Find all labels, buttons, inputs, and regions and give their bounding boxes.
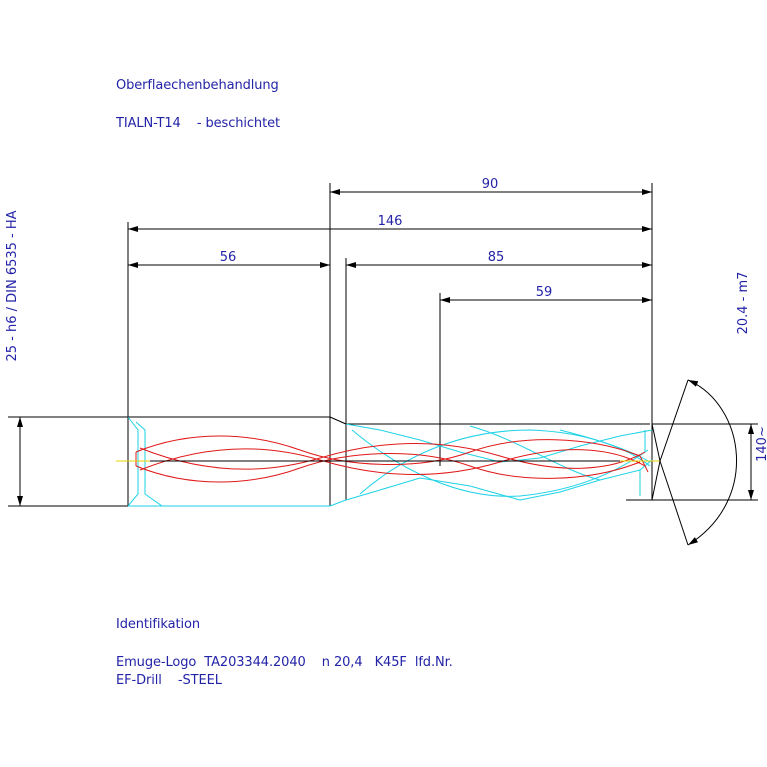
dimension-lines — [17, 189, 754, 506]
identification-heading: Identifikation — [116, 617, 200, 632]
surface-heading: Oberflaechenbehandlung — [116, 78, 279, 93]
identification-line-2: EF-Drill -STEEL — [116, 673, 222, 688]
dim-56: 56 — [220, 250, 237, 265]
coating-note: TIALN-T14 - beschichtet — [116, 116, 280, 131]
drill-point — [651, 379, 737, 546]
extension-lines — [8, 183, 758, 507]
identification-line-1: Emuge-Logo TA203344.2040 n 20,4 K45F lfd… — [116, 655, 453, 670]
dim-shank: 25 - h6 / DIN 6535 - HA — [5, 210, 20, 361]
dim-59: 59 — [536, 285, 553, 300]
dim-85: 85 — [488, 250, 505, 265]
dim-146: 146 — [378, 214, 403, 229]
dim-drill-diameter: 20.4 - m7 — [736, 272, 751, 335]
dim-point-angle: 140~ — [755, 426, 767, 462]
helical-flutes — [135, 435, 649, 483]
dim-90: 90 — [482, 177, 499, 192]
